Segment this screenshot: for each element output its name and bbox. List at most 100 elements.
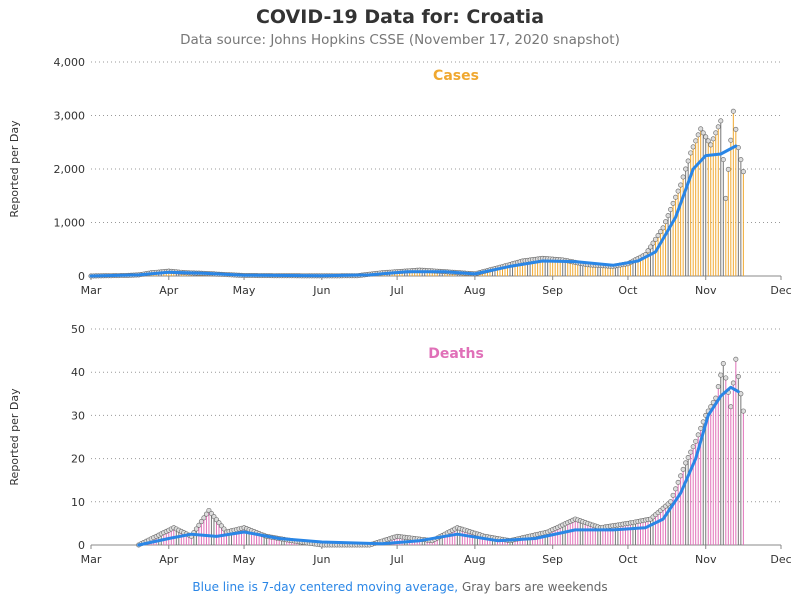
data-point — [695, 132, 701, 138]
data-point — [710, 136, 716, 142]
x-tick-label: Jun — [312, 284, 330, 297]
y-tick-label: 2,000 — [54, 163, 86, 176]
x-tick-label: Dec — [770, 553, 791, 566]
data-point — [713, 130, 719, 136]
y-axis-label: Reported per Day — [8, 388, 21, 486]
data-point — [720, 157, 726, 163]
data-point — [705, 138, 711, 144]
data-point — [683, 460, 689, 466]
data-point — [693, 138, 699, 144]
data-point — [738, 391, 744, 397]
x-tick-label: Aug — [464, 284, 485, 297]
cases-panel: 0 1,000 2,000 3,000 4,000 Mar Apr May Jun Jul Aug S… — [8, 56, 792, 297]
x-tick-label: Aug — [464, 553, 485, 566]
chart-title: COVID-19 Data for: Croatia — [255, 6, 545, 28]
data-point — [725, 166, 731, 172]
data-point — [678, 182, 684, 188]
y-tick-label: 3,000 — [54, 110, 86, 123]
data-point — [670, 200, 676, 206]
y-axis-label: Reported per Day — [8, 120, 21, 218]
bars-group — [136, 356, 746, 548]
x-tick-label: May — [233, 284, 256, 297]
y-tick-label: 30 — [71, 409, 85, 422]
data-point — [718, 118, 724, 124]
x-tick-label: Jul — [389, 553, 403, 566]
data-point — [723, 375, 729, 381]
data-point — [728, 404, 734, 410]
y-tick-label: 20 — [71, 453, 85, 466]
data-point — [690, 144, 696, 150]
data-point — [660, 225, 666, 231]
moving-average-line — [137, 385, 740, 547]
data-point — [730, 108, 736, 114]
data-point — [673, 194, 679, 200]
y-tick-label: 0 — [78, 539, 85, 552]
y-tick-label: 0 — [78, 270, 85, 283]
data-point — [735, 145, 741, 151]
data-point — [675, 479, 681, 485]
data-point — [735, 374, 741, 380]
data-point — [665, 213, 671, 219]
y-tick-label: 4,000 — [54, 56, 86, 69]
x-tick-label: Nov — [695, 553, 717, 566]
data-point — [680, 174, 686, 180]
footnote-moving-average: Blue line is 7-day centered moving avera… — [192, 580, 459, 594]
data-point — [688, 150, 694, 156]
data-point — [715, 384, 721, 390]
data-point — [740, 169, 746, 175]
data-point — [730, 380, 736, 386]
data-point — [685, 455, 691, 461]
data-point — [683, 166, 689, 172]
x-tick-label: Apr — [159, 553, 179, 566]
data-point — [703, 134, 709, 140]
data-point — [685, 158, 691, 164]
panel-title: Cases — [433, 68, 479, 84]
data-point — [670, 492, 676, 498]
data-point — [720, 361, 726, 367]
data-point — [673, 486, 679, 492]
data-point — [678, 473, 684, 479]
x-tick-label: Mar — [81, 284, 102, 297]
deaths-panel: 0 10 20 30 40 50 Mar Apr May Jun Jul Aug Sep Oct Nov De… — [8, 323, 792, 566]
data-point — [698, 126, 704, 132]
x-tick-label: Sep — [542, 553, 563, 566]
y-tick-label: 50 — [71, 323, 85, 336]
data-point — [675, 188, 681, 194]
data-point — [740, 408, 746, 414]
data-point — [695, 432, 701, 438]
y-tick-label: 40 — [71, 366, 85, 379]
x-tick-label: Jul — [389, 284, 403, 297]
chart-subtitle: Data source: Johns Hopkins CSSE (Novembe… — [180, 32, 620, 48]
footnote-weekends: Gray bars are weekends — [461, 580, 608, 594]
y-tick-label: 10 — [71, 496, 85, 509]
moving-average-line — [89, 144, 738, 278]
data-point — [728, 137, 734, 143]
data-point — [738, 157, 744, 163]
panel-title: Deaths — [428, 346, 484, 362]
data-point — [700, 130, 706, 136]
data-point — [693, 438, 699, 444]
data-point — [733, 126, 739, 132]
x-tick-label: Dec — [770, 284, 791, 297]
data-point — [668, 207, 674, 213]
x-tick-label: Nov — [695, 284, 717, 297]
data-point — [723, 195, 729, 201]
data-point — [680, 466, 686, 472]
x-tick-label: Oct — [618, 553, 638, 566]
data-point — [733, 356, 739, 362]
x-tick-label: Apr — [159, 284, 179, 297]
data-point — [663, 219, 669, 225]
data-point — [690, 444, 696, 450]
x-tick-label: Jun — [312, 553, 330, 566]
y-tick-label: 1,000 — [54, 217, 86, 230]
x-tick-label: Oct — [618, 284, 638, 297]
data-point — [708, 142, 714, 148]
bars-group — [88, 108, 746, 279]
data-point — [698, 425, 704, 431]
data-point — [688, 449, 694, 455]
x-tick-label: Mar — [81, 553, 102, 566]
data-point — [718, 372, 724, 378]
data-point — [715, 124, 721, 130]
x-tick-label: Sep — [542, 284, 563, 297]
